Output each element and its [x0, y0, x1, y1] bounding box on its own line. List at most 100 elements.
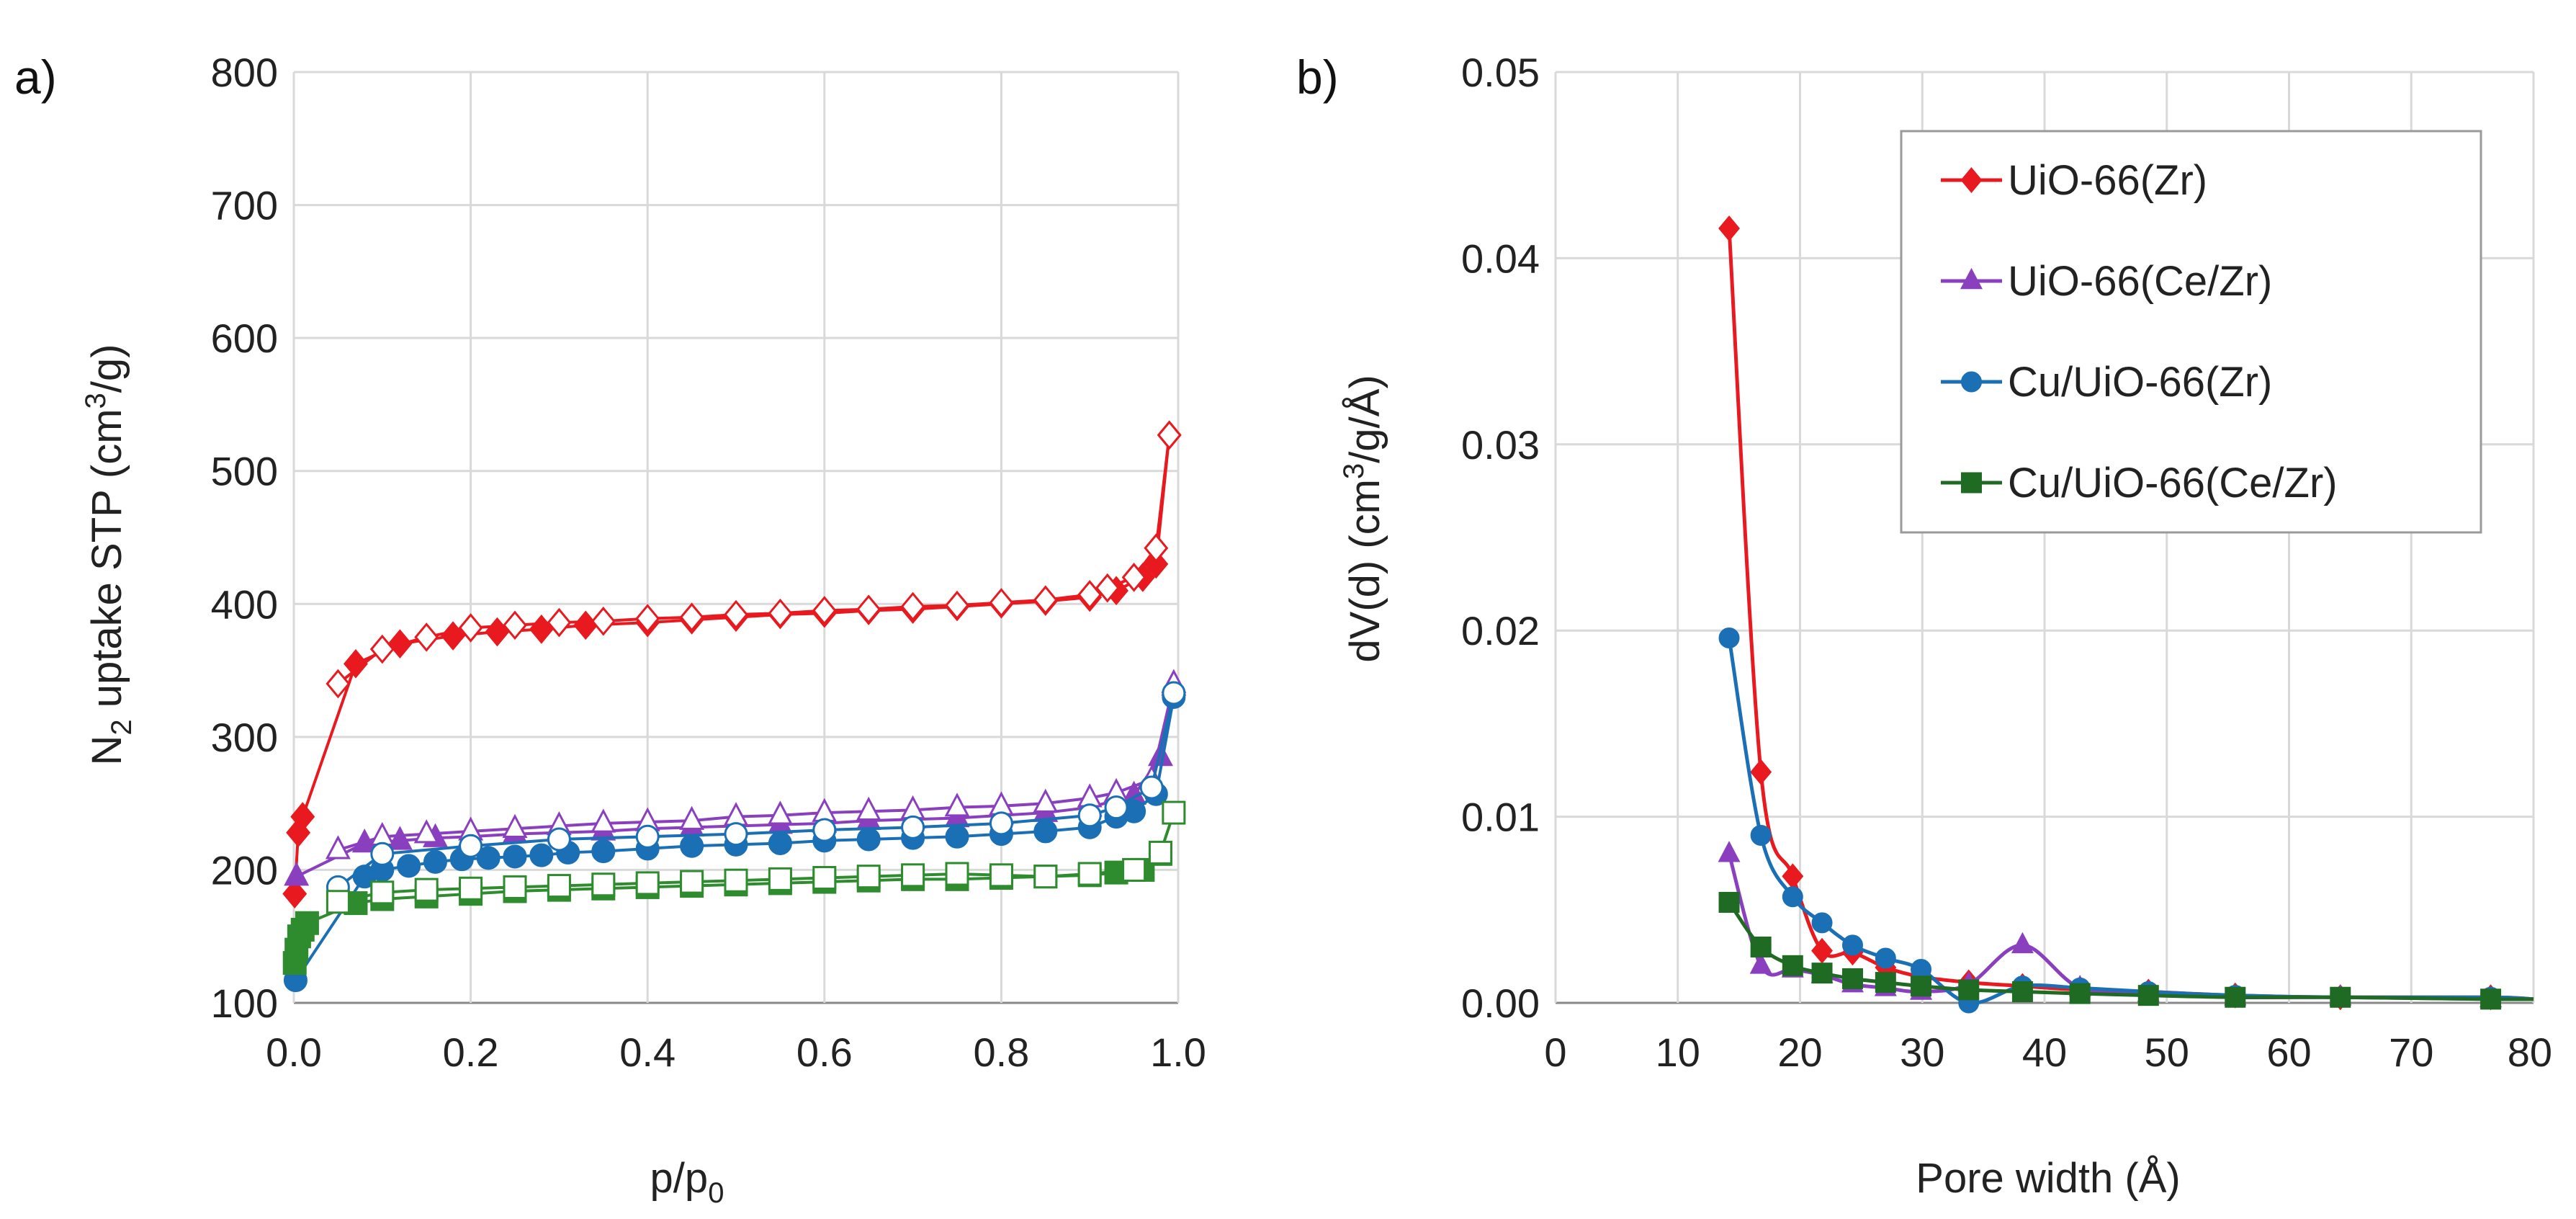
b-ytick-2: 0.02 — [1461, 608, 1540, 653]
a-series-5-point-0 — [1162, 681, 1186, 705]
a-series-1-point-18 — [458, 613, 483, 643]
b-xtick-0: 0 — [1544, 1030, 1566, 1075]
a-series-1-point-10 — [812, 596, 837, 625]
chart-b-x-ticks: 0 10 20 30 40 50 60 70 80 — [1544, 1030, 2552, 1075]
a-series-7-point-14 — [591, 872, 616, 897]
a-series-7-point-8 — [856, 865, 881, 889]
a-series-1-point-7 — [945, 590, 969, 620]
a-ytick-3: 400 — [211, 581, 278, 627]
a-series-5-point-2 — [1104, 795, 1128, 820]
a-series-3-point-7 — [900, 795, 926, 820]
b-series-2-point-5 — [1875, 947, 1896, 969]
chart-b-y-label: dV(d) (cm3/g/Å) — [1338, 375, 1388, 662]
a-series-5-point-3 — [1077, 803, 1102, 828]
a-ytick-5: 600 — [211, 316, 278, 361]
a-series-3-point-19 — [369, 821, 395, 847]
b-series-2-point-2 — [1782, 886, 1803, 908]
chart-a-x-ticks: 0.0 0.2 0.4 0.6 0.8 1.0 — [266, 1030, 1206, 1075]
a-series-1-point-20 — [369, 634, 395, 664]
b-xtick-3: 30 — [1900, 1030, 1944, 1075]
b-xtick-5: 50 — [2145, 1030, 2189, 1075]
a-series-1-point-19 — [414, 622, 439, 652]
chart-a-series — [282, 420, 1187, 993]
a-series-3-point-14 — [591, 808, 616, 833]
a-series-4-point-7 — [503, 844, 527, 869]
chart-b-x-label: Pore width (Å) — [1916, 1155, 2180, 1202]
a-series-1-point-12 — [724, 599, 748, 630]
a-series-7-point-0 — [1162, 800, 1186, 825]
a-series-3-point-5 — [988, 791, 1014, 816]
a-series-3-point-20 — [325, 835, 351, 859]
b-series-3-point-4 — [1841, 968, 1863, 989]
b-series-3-point-5 — [1875, 972, 1896, 993]
a-series-5-point-10 — [459, 834, 483, 858]
a-series-7-point-16 — [503, 875, 527, 899]
a-xtick-4: 0.8 — [973, 1030, 1029, 1075]
a-series-1-line — [337, 434, 1171, 685]
a-series-1-point-5 — [1033, 585, 1058, 615]
b-series-3-point-7 — [1958, 979, 1980, 1001]
b-xtick-2: 20 — [1777, 1030, 1822, 1075]
a-series-7-point-3 — [1077, 862, 1102, 886]
legend-label-0: UiO-66(Zr) — [2008, 157, 2207, 204]
b-series-2-point-3 — [1811, 912, 1833, 934]
a-ytick-2: 300 — [211, 715, 278, 760]
a-series-5-point-1 — [1139, 775, 1164, 800]
b-series-1-point-1 — [1749, 952, 1772, 974]
a-series-3-point-11 — [723, 802, 749, 826]
chart-a-grid — [292, 71, 1180, 1004]
legend-marker-point-1 — [1960, 267, 1983, 290]
a-series-3-point-8 — [856, 796, 881, 821]
a-series-7-point-13 — [635, 871, 660, 896]
b-ytick-5: 0.05 — [1461, 50, 1540, 95]
a-series-1-point-15 — [591, 606, 616, 636]
a-series-7-point-11 — [724, 868, 748, 893]
legend-label-3: Cu/UiO-66(Ce/Zr) — [2008, 460, 2338, 506]
a-series-1-point-16 — [547, 607, 572, 638]
a-series-7-point-20 — [326, 890, 350, 914]
a-series-7-point-9 — [812, 866, 837, 890]
b-ytick-1: 0.01 — [1461, 795, 1540, 840]
b-xtick-6: 60 — [2266, 1030, 2311, 1075]
a-series-7-point-6 — [945, 862, 969, 886]
a-series-1-point-3 — [1095, 573, 1120, 603]
legend-marker-point-0 — [1960, 167, 1983, 193]
legend-marker-point-3 — [1961, 472, 1982, 494]
a-series-1-point-9 — [856, 594, 881, 625]
chart-a: a) 100 200 300 400 500 600 700 800 0.0 0.2 0.4 0.6… — [14, 50, 1206, 1209]
a-ytick-4: 500 — [211, 449, 278, 494]
b-xtick-7: 70 — [2389, 1030, 2433, 1075]
a-series-7-point-10 — [768, 867, 792, 891]
b-series-3-point-2 — [1782, 955, 1803, 976]
a-series-1-point-1 — [1144, 533, 1169, 563]
a-series-1-point-2 — [1121, 563, 1146, 592]
a-series-7-point-2 — [1122, 857, 1146, 882]
b-ytick-4: 0.04 — [1461, 236, 1540, 281]
b-xtick-8: 80 — [2508, 1030, 2552, 1075]
legend-label-2: Cu/UiO-66(Zr) — [2008, 359, 2272, 406]
b-xtick-4: 40 — [2022, 1030, 2067, 1075]
a-series-7-point-4 — [1033, 865, 1058, 889]
panel-label-b: b) — [1296, 50, 1339, 104]
a-series-4-point-8 — [529, 843, 554, 867]
a-xtick-1: 0.2 — [443, 1030, 499, 1075]
a-series-7-point-19 — [370, 880, 395, 905]
a-series-3-point-9 — [812, 798, 838, 822]
b-series-0-point-0 — [1718, 215, 1740, 241]
a-series-5-point-5 — [901, 815, 925, 839]
a-series-1-point-17 — [503, 610, 527, 640]
a-series-5-point-7 — [724, 822, 748, 847]
a-series-5-point-11 — [370, 841, 395, 866]
a-series-0-point-8 — [573, 610, 598, 640]
a-series-0-point-3 — [344, 648, 368, 679]
a-series-0-point-2 — [290, 802, 315, 831]
a-series-5-point-6 — [812, 818, 837, 842]
a-series-3-point-6 — [944, 792, 970, 817]
b-series-3-point-8 — [2011, 981, 2033, 1002]
b-series-3-point-9 — [2069, 983, 2091, 1004]
chart-a-y-label: N2 uptake STP (cm3/g) — [80, 344, 138, 766]
legend-marker-point-2 — [1961, 371, 1982, 393]
a-series-2-point-0 — [284, 862, 310, 886]
a-series-3-point-18 — [413, 819, 439, 844]
